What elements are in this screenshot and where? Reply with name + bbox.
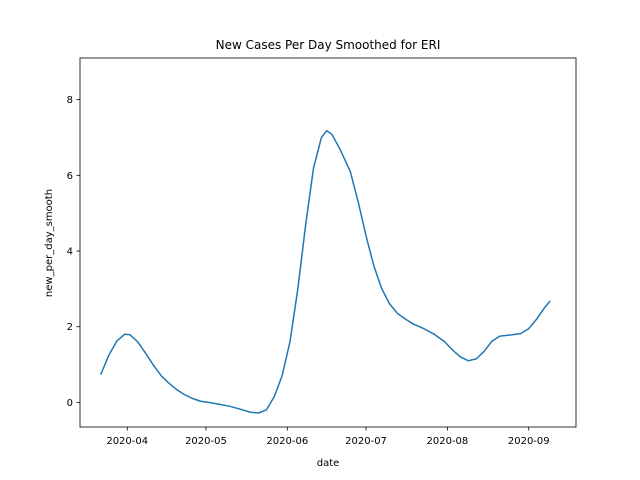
chart-title: New Cases Per Day Smoothed for ERI xyxy=(216,38,441,52)
x-tick-label: 2020-08 xyxy=(427,436,469,447)
x-axis-label: date xyxy=(317,458,340,469)
y-tick-label: 8 xyxy=(67,95,73,106)
x-axis: 2020-04 2020-05 2020-06 2020-07 2020-08 2020-… xyxy=(106,427,550,447)
y-axis: 0 2 4 6 8 xyxy=(67,95,80,409)
y-axis-label: new_per_day_smooth xyxy=(44,189,55,297)
x-tick-label: 2020-06 xyxy=(266,436,308,447)
x-tick-label: 2020-04 xyxy=(106,436,148,447)
x-tick-label: 2020-09 xyxy=(508,436,550,447)
x-tick-label: 2020-07 xyxy=(345,436,387,447)
y-tick-label: 0 xyxy=(67,398,73,409)
axes-frame xyxy=(79,57,577,428)
series-line-0 xyxy=(100,129,551,414)
y-tick-label: 6 xyxy=(67,171,73,182)
x-tick-label: 2020-05 xyxy=(185,436,227,447)
y-tick-label: 4 xyxy=(67,247,73,258)
plot-area xyxy=(100,129,551,414)
y-tick-label: 2 xyxy=(67,322,73,333)
